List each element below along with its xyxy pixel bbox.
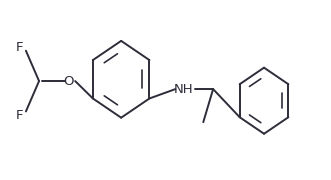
Text: NH: NH <box>174 83 193 96</box>
Text: O: O <box>63 75 74 87</box>
Text: F: F <box>16 41 23 54</box>
Text: F: F <box>16 109 23 122</box>
